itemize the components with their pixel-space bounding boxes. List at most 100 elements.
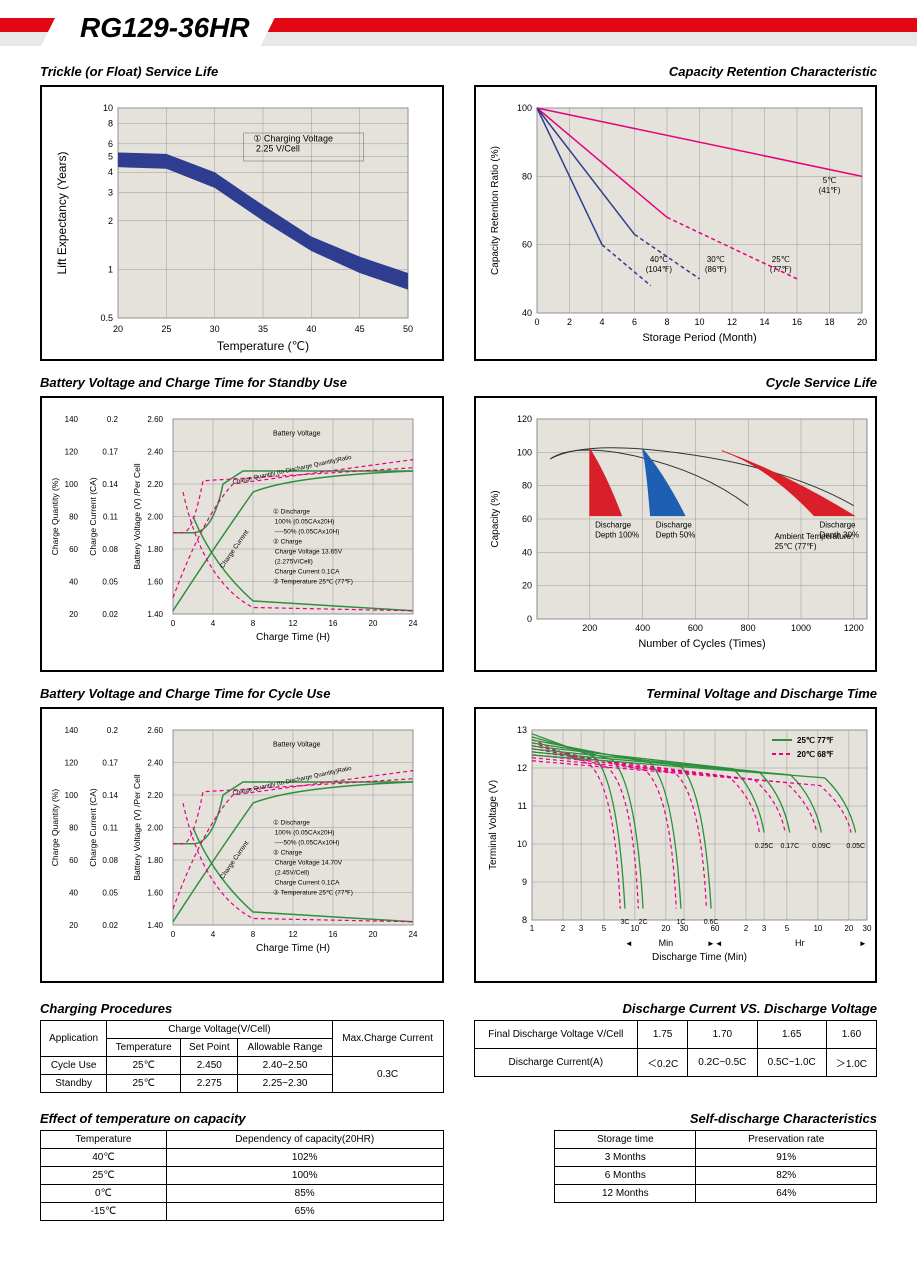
svg-text:60: 60 [69, 545, 78, 554]
svg-text:13: 13 [516, 725, 526, 735]
svg-text:Min: Min [658, 938, 673, 948]
svg-text:6: 6 [108, 139, 113, 149]
svg-text:30: 30 [862, 924, 871, 933]
chart6-box: 89101112131235102030602351020303C2C1C0.6… [474, 707, 878, 983]
svg-text:16: 16 [791, 317, 801, 327]
svg-text:Battery Voltage: Battery Voltage [273, 430, 321, 437]
svg-text:1.60: 1.60 [147, 578, 163, 587]
svg-text:20: 20 [661, 924, 670, 933]
svg-text:0.05: 0.05 [102, 578, 118, 587]
svg-text:24: 24 [409, 619, 418, 628]
svg-text:Temperature (℃): Temperature (℃) [217, 339, 309, 353]
svg-text:4: 4 [211, 619, 216, 628]
svg-text:2: 2 [566, 317, 571, 327]
svg-text:10: 10 [516, 839, 526, 849]
svg-text:Charge Quantity (%): Charge Quantity (%) [50, 478, 60, 556]
svg-text:0: 0 [526, 614, 531, 624]
chart1-box: 0.512345681020253035404550① Charging Vol… [40, 85, 444, 361]
svg-text:9: 9 [521, 877, 526, 887]
svg-text:5: 5 [784, 924, 789, 933]
svg-text:12: 12 [289, 930, 298, 939]
svg-text:0.17: 0.17 [102, 448, 118, 457]
temperature-capacity-table: TemperatureDependency of capacity(20HR)4… [40, 1130, 444, 1221]
svg-text:25: 25 [161, 324, 171, 334]
svg-text:0.14: 0.14 [102, 480, 118, 489]
svg-text:16: 16 [329, 619, 338, 628]
svg-text:400: 400 [635, 623, 650, 633]
svg-text:Capacity Retention Ratio (%): Capacity Retention Ratio (%) [490, 146, 501, 275]
table2-title: Discharge Current VS. Discharge Voltage [474, 1001, 878, 1016]
svg-text:0.17C: 0.17C [780, 843, 799, 850]
svg-text:2: 2 [560, 924, 565, 933]
product-code: RG129-36HR [40, 8, 280, 48]
svg-text:0.25C: 0.25C [754, 843, 773, 850]
svg-text:60: 60 [521, 240, 531, 250]
svg-text:20: 20 [844, 924, 853, 933]
table3-title: Effect of temperature on capacity [40, 1111, 444, 1126]
svg-text:800: 800 [740, 623, 755, 633]
svg-text:Battery Voltage (V) /Per Cell: Battery Voltage (V) /Per Cell [132, 463, 142, 569]
svg-text:0.17: 0.17 [102, 759, 118, 768]
svg-text:0.05C: 0.05C [846, 843, 865, 850]
svg-text:5: 5 [108, 152, 113, 162]
svg-text:20: 20 [113, 324, 123, 334]
svg-text:80: 80 [69, 513, 78, 522]
table4-title: Self-discharge Characteristics [474, 1111, 878, 1126]
svg-text:Capacity (%): Capacity (%) [490, 490, 501, 547]
chart5-box: 04812162024200.021.40400.051.60600.081.8… [40, 707, 444, 983]
svg-text:60: 60 [521, 514, 531, 524]
svg-text:0.2: 0.2 [107, 726, 119, 735]
svg-text:20: 20 [521, 581, 531, 591]
svg-text:8: 8 [108, 119, 113, 129]
svg-text:80: 80 [521, 171, 531, 181]
svg-text:1.80: 1.80 [147, 856, 163, 865]
svg-text:1.80: 1.80 [147, 545, 163, 554]
svg-text:8: 8 [251, 930, 256, 939]
svg-text:►: ► [858, 939, 866, 948]
svg-text:30: 30 [210, 324, 220, 334]
svg-text:2.40: 2.40 [147, 448, 163, 457]
svg-text:200: 200 [582, 623, 597, 633]
self-discharge-table: Storage timePreservation rate3 Months91%… [554, 1130, 877, 1203]
svg-text:Charge Time (H): Charge Time (H) [256, 632, 330, 643]
svg-text:6: 6 [631, 317, 636, 327]
svg-text:0: 0 [534, 317, 539, 327]
svg-text:2C: 2C [638, 919, 647, 926]
svg-text:600: 600 [687, 623, 702, 633]
svg-text:1000: 1000 [790, 623, 810, 633]
svg-text:Battery Voltage (V) /Per Cell: Battery Voltage (V) /Per Cell [132, 774, 142, 880]
svg-text:2.60: 2.60 [147, 726, 163, 735]
svg-text:100: 100 [516, 103, 531, 113]
svg-text:0.02: 0.02 [102, 921, 118, 930]
svg-text:40: 40 [69, 578, 78, 587]
svg-text:40: 40 [306, 324, 316, 334]
svg-text:Charge Current (CA): Charge Current (CA) [88, 477, 98, 556]
svg-text:Battery Voltage: Battery Voltage [273, 741, 321, 748]
svg-text:2.40: 2.40 [147, 759, 163, 768]
svg-text:14: 14 [759, 317, 769, 327]
svg-text:4: 4 [211, 930, 216, 939]
svg-text:►◄: ►◄ [706, 939, 722, 948]
svg-text:8: 8 [664, 317, 669, 327]
svg-text:50: 50 [403, 324, 413, 334]
svg-text:◄: ◄ [624, 939, 632, 948]
svg-text:0.02: 0.02 [102, 610, 118, 619]
svg-text:120: 120 [516, 414, 531, 424]
svg-text:0.14: 0.14 [102, 791, 118, 800]
svg-text:1C: 1C [676, 919, 685, 926]
svg-text:40: 40 [521, 547, 531, 557]
svg-text:100: 100 [65, 480, 79, 489]
svg-text:25℃(77℉): 25℃(77℉) [769, 255, 791, 274]
svg-text:40: 40 [69, 889, 78, 898]
svg-text:24: 24 [409, 930, 418, 939]
svg-text:20: 20 [69, 610, 78, 619]
svg-text:120: 120 [65, 759, 79, 768]
svg-text:20: 20 [369, 930, 378, 939]
svg-text:100: 100 [65, 791, 79, 800]
svg-text:0.5: 0.5 [100, 313, 113, 323]
svg-text:Hr: Hr [795, 938, 805, 948]
svg-text:0.2: 0.2 [107, 415, 119, 424]
svg-text:0.05: 0.05 [102, 889, 118, 898]
svg-text:4: 4 [108, 167, 113, 177]
svg-text:60: 60 [69, 856, 78, 865]
